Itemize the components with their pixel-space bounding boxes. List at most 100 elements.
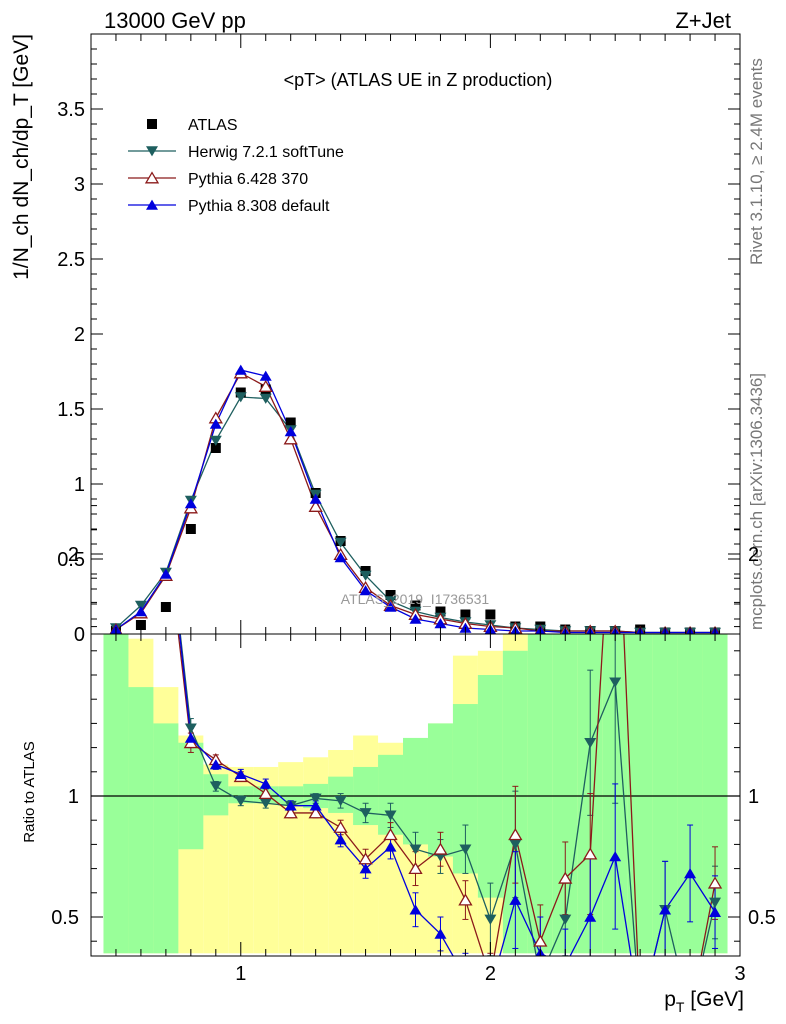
- ratio-series-2-point: [209, 759, 222, 770]
- main-series-1-point: [209, 435, 222, 446]
- main-series-2-point: [258, 379, 273, 392]
- main-series-2-point: [283, 432, 298, 445]
- ratio-series-0-point: [459, 844, 472, 855]
- main-series-0-point: [385, 590, 396, 600]
- ratio-series-0-point: [209, 781, 222, 792]
- legend-marker: [144, 171, 160, 184]
- stat-band-bin: [203, 774, 229, 816]
- main-series-3-point: [409, 613, 422, 624]
- ratio-panel: 0.5 0.5 1 1 2 2 1 2 3 Ratio to ATLAS pT [GeV]: [21, 331, 776, 1018]
- ratio-series-0-point: [259, 798, 272, 809]
- ratio-y-tick-label-right: 1: [748, 786, 759, 808]
- main-y-tick-label: 3: [74, 174, 85, 196]
- main-series-0-point: [135, 620, 146, 630]
- stat-band-bin: [527, 634, 553, 954]
- main-y-tick-label: 3.5: [57, 99, 85, 121]
- ratio-series-1-point: [408, 861, 423, 875]
- ratio-series-1-point: [558, 871, 573, 884]
- main-y-tick-label: 2.5: [57, 249, 85, 271]
- x-tick-label: 2: [485, 963, 496, 985]
- main-y-label: 1/N_ch dN_ch/dp_T [GeV]: [10, 34, 33, 280]
- main-series-3-point: [359, 585, 372, 596]
- main-series-3-point: [259, 370, 272, 381]
- legend-marker: [146, 199, 158, 210]
- main-title: <pT> (ATLAS UE in Z production): [284, 70, 553, 90]
- stat-band-bin: [128, 687, 154, 954]
- stat-band-bin: [153, 723, 179, 954]
- ratio-series-1-point: [383, 828, 398, 841]
- main-y-tick-label: 1: [74, 474, 85, 496]
- main-series-0-point: [485, 609, 496, 620]
- ratio-series-1-point: [533, 934, 548, 947]
- x-axis-label: pT [GeV]: [664, 988, 744, 1015]
- main-series-0-point: [410, 600, 421, 611]
- ratio-series-2-point: [484, 984, 496, 994]
- ratio-x-ticks: 1 2 3: [115, 634, 746, 985]
- ratio-series-2-point: [709, 906, 722, 917]
- ratio-y-tick-label-left: 2: [68, 544, 79, 566]
- ratio-series-1-point: [583, 847, 598, 860]
- x-axis-label-p: p: [664, 988, 676, 1011]
- ratio-series-1-point: [110, 331, 122, 341]
- ratio-series-1-point: [458, 893, 473, 906]
- left-title: 13000 GeV pp: [104, 8, 246, 33]
- ratio-y-tick-label-left: 1: [68, 786, 79, 808]
- ratio-series-2-point: [284, 800, 297, 811]
- ratio-series-1-point: [333, 820, 348, 833]
- x-axis-label-unit: [GeV]: [684, 988, 744, 1011]
- main-series-3-point: [134, 606, 147, 617]
- ratio-series-1-point: [308, 806, 323, 819]
- ratio-y-tick-label-left: 0.5: [51, 907, 79, 929]
- side-note-top: Rivet 3.1.10, ≥ 2.4M events: [747, 58, 766, 265]
- ratio-y-label: Ratio to ATLAS: [21, 741, 38, 842]
- main-series-3-point: [284, 426, 297, 437]
- ratio-series-1-point: [508, 828, 523, 841]
- ratio-series-0-point: [584, 737, 597, 749]
- ratio-series-2-point: [334, 834, 347, 845]
- ratio-series-0-point: [135, 404, 147, 414]
- stat-band-bin: [228, 786, 254, 804]
- legend-marker: [146, 146, 158, 157]
- ratio-series-0-point: [509, 839, 522, 850]
- main-series-3-point: [309, 493, 322, 504]
- ratio-series-0-point: [359, 808, 372, 819]
- legend-label: Pythia 8.308 default: [188, 198, 330, 215]
- ratio-series-0-point: [534, 973, 546, 983]
- x-tick-label: 1: [235, 963, 246, 985]
- watermark: ATLAS_2019_I1736531: [341, 591, 490, 607]
- main-series-3-point: [334, 552, 347, 563]
- main-series-3-point: [234, 364, 247, 375]
- main-y-tick-label: 1.5: [57, 399, 85, 421]
- main-series-3-point: [434, 618, 447, 629]
- ratio-series-2-point: [459, 972, 471, 982]
- legend-label: Pythia 6.428 370: [188, 171, 308, 188]
- ratio-series-2-point: [309, 800, 322, 811]
- main-series-3-point: [159, 568, 172, 579]
- main-y-tick-label: 0.5: [57, 549, 85, 571]
- ratio-series-1-point: [283, 806, 298, 819]
- stat-band-bin: [477, 675, 503, 898]
- legend: ATLAS Herwig 7.2.1 softTune Pythia 6.428 3…: [128, 117, 344, 215]
- main-series-1-point: [134, 600, 147, 611]
- ratio-series-2-point: [184, 732, 197, 743]
- ratio-series-0-point: [559, 914, 572, 925]
- x-tick-label: 3: [734, 963, 745, 985]
- ratio-series-1-point: [160, 520, 172, 530]
- main-series-0-point: [185, 524, 196, 534]
- stat-band-bin: [103, 634, 129, 954]
- ratio-series-2-point: [359, 863, 372, 874]
- main-series-1-point: [234, 392, 247, 403]
- side-note-bottom: mcplots.cern.ch [arXiv:1306.3436]: [747, 373, 766, 630]
- main-series-2-point: [308, 499, 323, 512]
- ratio-series-0-point: [334, 796, 347, 807]
- ratio-series-0-point: [184, 723, 197, 734]
- main-series-0-point: [160, 602, 171, 612]
- stat-band-bin: [403, 737, 428, 845]
- ratio-series-2-point: [409, 904, 422, 915]
- ratio-series-2-point: [634, 1008, 646, 1018]
- ratio-series-2-point: [509, 894, 522, 905]
- ratio-series-2-point: [135, 428, 147, 438]
- ratio-series-1-point: [433, 842, 448, 855]
- main-series-3-point: [384, 601, 397, 612]
